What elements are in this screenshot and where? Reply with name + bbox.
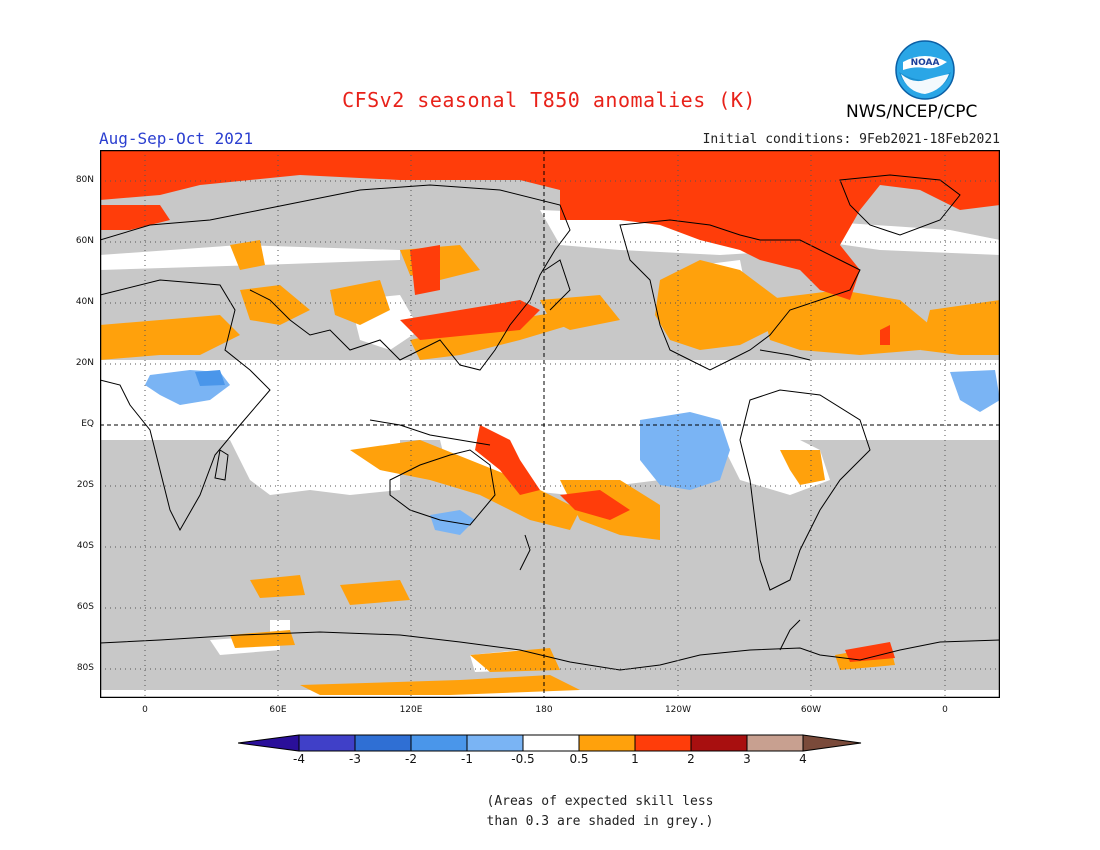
colorbar-cell — [238, 734, 300, 752]
colorbar-tick-label: -2 — [405, 752, 417, 766]
lat-tick: 80S — [76, 663, 94, 673]
colorbar-cell — [578, 734, 636, 752]
colorbar-tick-label: -1 — [461, 752, 473, 766]
colorbar-cell — [634, 734, 692, 752]
lat-tick: 40N — [75, 297, 94, 307]
colorbar-cell — [746, 734, 804, 752]
lat-tick: 80N — [75, 175, 94, 185]
lat-tick: 40S — [76, 541, 94, 551]
colorbar-cell — [802, 734, 862, 752]
map-title: CFSv2 seasonal T850 anomalies (K) — [0, 88, 1100, 112]
colorbar-tick-label: -3 — [349, 752, 361, 766]
colorbar-cell — [354, 734, 412, 752]
lon-tick: 180 — [535, 705, 553, 715]
lat-tick: 20S — [76, 480, 94, 490]
lat-tick: 20N — [75, 358, 94, 368]
map-title-text: CFSv2 seasonal T850 anomalies (K) — [342, 88, 756, 112]
graticule — [100, 150, 1000, 698]
lon-tick: 0 — [142, 705, 148, 715]
lat-tick: EQ — [81, 419, 94, 429]
lon-tick: 120E — [399, 705, 423, 715]
colorbar-tick-label: 3 — [743, 752, 751, 766]
colorbar-cell — [522, 734, 580, 752]
agency-label: NWS/NCEP/CPC — [846, 102, 978, 122]
colorbar-tick-label: 0.5 — [569, 752, 589, 766]
noaa-logo-icon: NOAA — [895, 40, 955, 100]
colorbar-tick-label: 4 — [799, 752, 807, 766]
colorbar-tick-label: 1 — [631, 752, 639, 766]
colorbar — [238, 734, 862, 752]
lon-tick: 60E — [269, 705, 287, 715]
lon-tick: 0 — [942, 705, 948, 715]
lat-tick: 60N — [75, 236, 94, 246]
colorbar-cell — [466, 734, 524, 752]
forecast-period: Aug-Sep-Oct 2021 — [99, 129, 254, 148]
cool-anomaly-areas — [145, 370, 1000, 535]
initial-conditions: Initial conditions: 9Feb2021-18Feb2021 — [702, 132, 1000, 147]
lon-tick: 120W — [664, 705, 692, 715]
map-frame — [100, 150, 1000, 698]
anomaly-map — [100, 150, 1000, 698]
colorbar-tick-label: -0.5 — [511, 752, 535, 766]
colorbar-tick-label: 2 — [687, 752, 695, 766]
colorbar-cell — [410, 734, 468, 752]
equator-dateline — [100, 150, 1000, 698]
lat-tick: 60S — [76, 602, 94, 612]
svg-text:NOAA: NOAA — [911, 58, 940, 68]
colorbar-cell — [298, 734, 356, 752]
warm-anomaly-1-2 — [100, 150, 1000, 662]
colorbar-tick-label: -4 — [293, 752, 305, 766]
lon-tick: 60W — [800, 705, 822, 715]
skill-footnote: (Areas of expected skill less than 0.3 a… — [486, 794, 714, 829]
colorbar-cell — [690, 734, 748, 752]
coastlines — [100, 174, 1000, 671]
